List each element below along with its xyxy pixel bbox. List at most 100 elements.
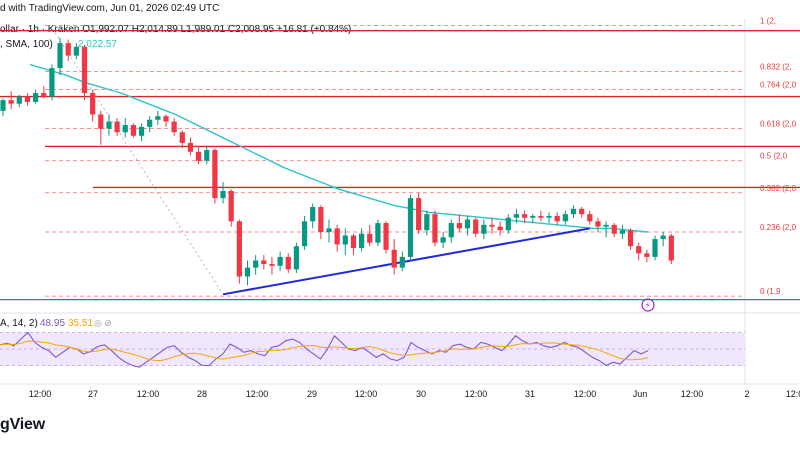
fib-level-label: 0.382 (2,0: [760, 184, 797, 193]
candle: [81, 44, 88, 101]
candle: [73, 43, 79, 60]
candle-body: [171, 121, 177, 133]
candle-body: [301, 221, 308, 247]
time-tick-label: 12:00: [681, 389, 704, 399]
candle-body: [448, 223, 454, 238]
candle-body: [440, 237, 446, 243]
candle-body: [513, 214, 520, 218]
candle-body: [212, 150, 218, 199]
candle: [570, 205, 577, 218]
candle-body: [595, 221, 601, 227]
candle-body: [464, 219, 471, 229]
candle-body: [220, 191, 226, 199]
candle-body: [293, 246, 299, 270]
fib-level-label: 0.236 (2,0: [760, 223, 797, 232]
candle: [497, 221, 503, 236]
top-bar: d with TradingView.com, Jun 01, 2026 02:…: [0, 0, 800, 18]
candle: [587, 210, 593, 225]
candle-body: [269, 264, 275, 266]
lightning-icon: ⚡: [645, 301, 651, 310]
candle-body: [204, 150, 210, 161]
candle-body: [253, 260, 259, 268]
candle: [473, 217, 479, 238]
candle: [424, 210, 430, 236]
candle-body: [8, 100, 14, 104]
candle: [375, 219, 381, 247]
candle-body: [481, 224, 487, 234]
candle: [301, 215, 308, 250]
candle: [285, 253, 291, 273]
candle: [579, 207, 585, 218]
candle-body: [644, 253, 650, 257]
candle: [16, 94, 22, 108]
candle: [489, 217, 495, 234]
rsi-settings-icons[interactable]: ◎ ⊘: [94, 318, 112, 328]
candle-body: [587, 214, 593, 222]
candle-body: [522, 214, 528, 218]
price-chart[interactable]: 1 (2, 0.832 (2, 0.764 (2,0 0.618 (2,0 0.5 (2…: [0, 0, 800, 411]
candle: [668, 233, 674, 265]
candle-body: [57, 43, 63, 69]
candle-body: [33, 93, 39, 102]
time-tick-label: 12:00: [465, 389, 488, 399]
sma-value: 2,022.57: [78, 39, 117, 50]
candle-body: [668, 235, 674, 261]
candle: [644, 249, 650, 263]
candle-body: [49, 68, 55, 97]
alert-icon: [641, 298, 655, 312]
candle: [0, 98, 6, 117]
candle: [41, 85, 47, 99]
candle-body: [383, 223, 389, 250]
candle: [253, 255, 259, 275]
candle: [49, 64, 55, 101]
ohlc-legend: ollar · 1h · Kraken O1,992.07 H2,014.89 …: [0, 24, 352, 35]
sma-legend: , SMA, 100): [0, 39, 53, 50]
candle: [106, 114, 112, 136]
candle: [432, 210, 438, 247]
candle: [464, 215, 471, 236]
rsi-value: 48.95: [40, 318, 66, 329]
candle-body: [399, 256, 405, 268]
time-tick-label: 12:00: [786, 389, 800, 399]
candle: [310, 203, 316, 229]
time-tick-label: 30: [416, 389, 426, 399]
candle: [611, 223, 617, 238]
candle-body: [391, 249, 397, 268]
candle: [90, 89, 96, 122]
candle-body: [554, 215, 560, 222]
candle-body: [73, 46, 79, 56]
candle-body: [407, 198, 414, 257]
candle-body: [228, 191, 234, 222]
fib-level-label: 0.764 (2,0: [760, 80, 797, 89]
time-tick-label: 12:00: [29, 389, 52, 399]
candle-body: [114, 121, 120, 133]
candle: [627, 228, 634, 250]
candle-body: [163, 116, 169, 122]
candle-body: [530, 215, 536, 218]
candle-body: [277, 256, 283, 266]
candle-body: [187, 142, 194, 152]
candle: [98, 110, 104, 145]
candle-body: [611, 224, 617, 234]
candle-body: [636, 246, 642, 254]
candle: [652, 235, 658, 261]
candle: [513, 208, 520, 224]
candle-body: [342, 235, 348, 245]
candle-body: [244, 267, 251, 277]
candle-body: [538, 215, 544, 218]
candle-body: [147, 119, 153, 127]
footer: gView: [0, 411, 800, 450]
candle-body: [179, 132, 185, 143]
candle: [391, 239, 397, 275]
candle-body: [473, 219, 479, 234]
candle-body: [619, 230, 625, 234]
candle: [220, 182, 226, 204]
candle: [440, 231, 446, 248]
candle: [326, 219, 332, 243]
candle: [196, 146, 202, 165]
candle: [416, 192, 422, 234]
candle-body: [65, 43, 71, 56]
candle: [65, 39, 71, 61]
candle: [155, 110, 161, 126]
time-tick-label: 28: [197, 389, 207, 399]
